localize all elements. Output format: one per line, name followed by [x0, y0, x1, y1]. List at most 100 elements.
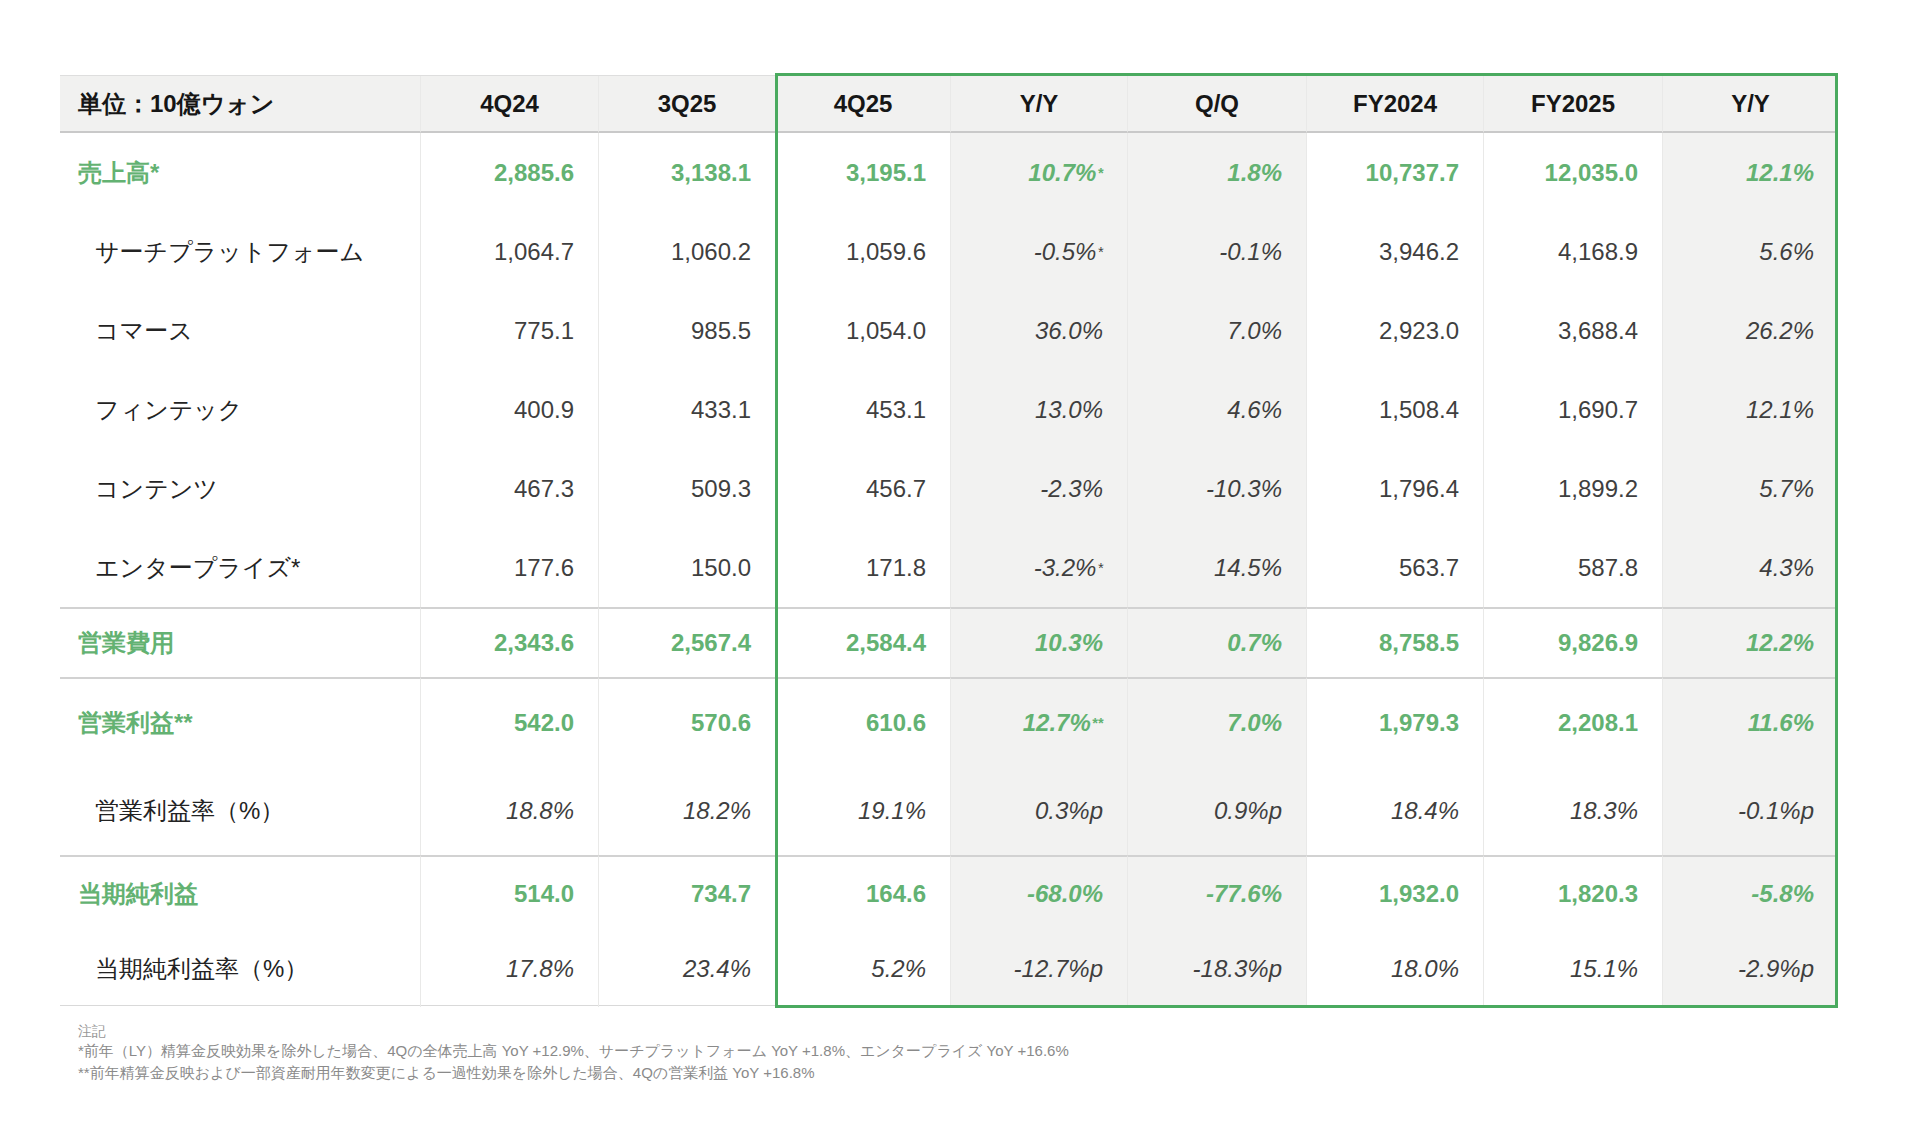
value-cell: 4.3%: [1662, 528, 1838, 607]
value-cell: 18.8%: [420, 766, 598, 855]
value-cell: -5.8%: [1662, 855, 1838, 931]
footnote-line-2: **前年精算金反映および一部資産耐用年数変更による一過性効果を除外した場合、4Q…: [78, 1062, 1778, 1084]
value-cell: 1,932.0: [1306, 855, 1483, 931]
row-label: コンテンツ: [60, 449, 420, 528]
column-header-4q25-2: 4Q25: [775, 76, 950, 133]
value-cell: 453.1: [775, 370, 950, 449]
column-header-4q24-0: 4Q24: [420, 76, 598, 133]
value-cell: 1,064.7: [420, 212, 598, 291]
value-cell: 36.0%: [950, 291, 1127, 370]
value-cell: 23.4%: [598, 931, 775, 1007]
value-cell: 0.3%p: [950, 766, 1127, 855]
value-cell: 12.1%: [1662, 370, 1838, 449]
value-cell: 1,054.0: [775, 291, 950, 370]
row-label: 売上高*: [60, 133, 420, 212]
value-cell: 563.7: [1306, 528, 1483, 607]
row-label: コマース: [60, 291, 420, 370]
value-cell: 171.8: [775, 528, 950, 607]
footnote-line-1: *前年（LY）精算金反映効果を除外した場合、4Qの全体売上高 YoY +12.9…: [78, 1040, 1778, 1062]
value-cell: 514.0: [420, 855, 598, 931]
value-cell: 1.8%: [1127, 133, 1306, 212]
row-label: 営業利益率（%）: [60, 766, 420, 855]
row-label: サーチプラットフォーム: [60, 212, 420, 291]
value-cell: 18.4%: [1306, 766, 1483, 855]
column-header-y-y-3: Y/Y: [950, 76, 1127, 133]
value-cell: 2,885.6: [420, 133, 598, 212]
value-cell: 3,688.4: [1483, 291, 1662, 370]
value-cell: 570.6: [598, 677, 775, 766]
value-cell: 2,923.0: [1306, 291, 1483, 370]
column-header-fy2024-5: FY2024: [1306, 76, 1483, 133]
value-cell: -68.0%: [950, 855, 1127, 931]
unit-label: 単位：10億ウォン: [60, 76, 420, 133]
value-cell: 10.3%: [950, 607, 1127, 677]
value-cell: 10.7%*: [950, 133, 1127, 212]
column-header-3q25-1: 3Q25: [598, 76, 775, 133]
value-cell: 542.0: [420, 677, 598, 766]
value-cell: 1,796.4: [1306, 449, 1483, 528]
value-cell: -0.1%: [1127, 212, 1306, 291]
column-header-fy2025-6: FY2025: [1483, 76, 1662, 133]
financial-results-table: 単位：10億ウォン4Q243Q254Q25Y/YQ/QFY2024FY2025Y…: [60, 75, 1838, 1006]
value-cell: 11.6%: [1662, 677, 1838, 766]
row-label: 当期純利益: [60, 855, 420, 931]
value-cell: 7.0%: [1127, 291, 1306, 370]
value-cell: 8,758.5: [1306, 607, 1483, 677]
column-header-y-y-7: Y/Y: [1662, 76, 1838, 133]
row-label: 当期純利益率（%）: [60, 931, 420, 1007]
value-cell: 509.3: [598, 449, 775, 528]
value-cell: 1,508.4: [1306, 370, 1483, 449]
value-cell: -0.1%p: [1662, 766, 1838, 855]
value-cell: 775.1: [420, 291, 598, 370]
column-header-q-q-4: Q/Q: [1127, 76, 1306, 133]
value-cell: 150.0: [598, 528, 775, 607]
value-cell: 9,826.9: [1483, 607, 1662, 677]
value-cell: 2,584.4: [775, 607, 950, 677]
value-cell: 610.6: [775, 677, 950, 766]
value-cell: 2,208.1: [1483, 677, 1662, 766]
value-cell: 3,946.2: [1306, 212, 1483, 291]
value-cell: 5.2%: [775, 931, 950, 1007]
value-cell: 12.2%: [1662, 607, 1838, 677]
value-cell: 13.0%: [950, 370, 1127, 449]
value-cell: 0.7%: [1127, 607, 1306, 677]
value-cell: 12.1%: [1662, 133, 1838, 212]
value-cell: 1,979.3: [1306, 677, 1483, 766]
value-cell: 164.6: [775, 855, 950, 931]
earnings-slide: 単位：10億ウォン4Q243Q254Q25Y/YQ/QFY2024FY2025Y…: [0, 0, 1920, 1136]
value-cell: 7.0%: [1127, 677, 1306, 766]
value-cell: 3,138.1: [598, 133, 775, 212]
value-cell: 734.7: [598, 855, 775, 931]
row-label: フィンテック: [60, 370, 420, 449]
value-cell: 5.6%: [1662, 212, 1838, 291]
value-cell: 467.3: [420, 449, 598, 528]
value-cell: 1,690.7: [1483, 370, 1662, 449]
value-cell: 17.8%: [420, 931, 598, 1007]
value-cell: 177.6: [420, 528, 598, 607]
value-cell: 26.2%: [1662, 291, 1838, 370]
value-cell: 1,820.3: [1483, 855, 1662, 931]
value-cell: 18.0%: [1306, 931, 1483, 1007]
footnotes: 注記 *前年（LY）精算金反映効果を除外した場合、4Qの全体売上高 YoY +1…: [78, 1022, 1778, 1084]
value-cell: 12,035.0: [1483, 133, 1662, 212]
value-cell: 15.1%: [1483, 931, 1662, 1007]
value-cell: 1,059.6: [775, 212, 950, 291]
value-cell: 4,168.9: [1483, 212, 1662, 291]
value-cell: 433.1: [598, 370, 775, 449]
row-label: エンタープライズ*: [60, 528, 420, 607]
value-cell: 2,567.4: [598, 607, 775, 677]
footnote-title: 注記: [78, 1022, 1778, 1040]
value-cell: -3.2%*: [950, 528, 1127, 607]
value-cell: -18.3%p: [1127, 931, 1306, 1007]
value-cell: 12.7%**: [950, 677, 1127, 766]
value-cell: -0.5%*: [950, 212, 1127, 291]
value-cell: 2,343.6: [420, 607, 598, 677]
value-cell: 587.8: [1483, 528, 1662, 607]
table-grid: 単位：10億ウォン4Q243Q254Q25Y/YQ/QFY2024FY2025Y…: [60, 75, 1838, 1006]
value-cell: 456.7: [775, 449, 950, 528]
value-cell: 1,899.2: [1483, 449, 1662, 528]
value-cell: 18.2%: [598, 766, 775, 855]
value-cell: 985.5: [598, 291, 775, 370]
value-cell: -77.6%: [1127, 855, 1306, 931]
value-cell: 0.9%p: [1127, 766, 1306, 855]
